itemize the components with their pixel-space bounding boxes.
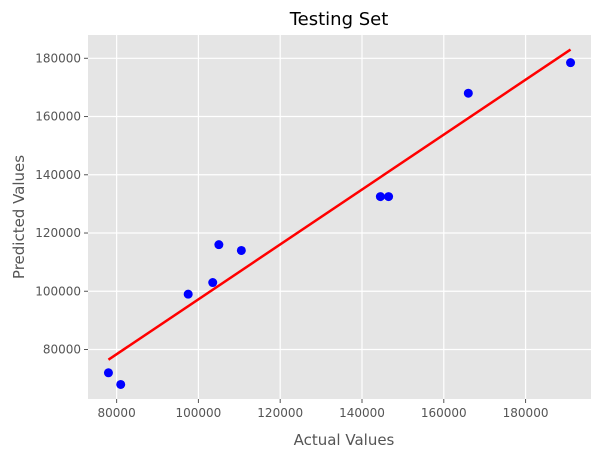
x-tick-label: 140000 [339,406,385,420]
data-point [183,289,193,299]
y-tick-label: 120000 [35,226,81,240]
y-tick-label: 160000 [35,110,81,124]
fit-line [107,48,572,361]
data-points [103,58,576,389]
y-tick-label: 180000 [35,51,81,65]
x-tick-label: 80000 [98,406,136,420]
y-axis-label: Predicted Values [10,155,28,279]
data-point [375,192,385,202]
data-point [103,368,113,378]
y-tick-labels: 80000 100000 120000 140000 160000 180000 [35,51,88,356]
data-point [236,245,246,255]
x-axis-label: Actual Values [294,431,395,449]
data-point [208,278,218,288]
data-point [566,58,576,68]
x-tick-label: 100000 [176,406,222,420]
grid [88,35,591,399]
x-tick-labels: 80000 100000 120000 140000 160000 180000 [98,399,549,420]
fit-line-group [107,48,572,361]
chart-title: Testing Set [289,9,389,30]
data-point [384,192,394,202]
plot-background [88,35,591,399]
x-tick-label: 120000 [257,406,303,420]
y-tick-label: 140000 [35,168,81,182]
data-point [214,240,224,250]
y-tick-label: 100000 [35,284,81,298]
x-tick-label: 160000 [421,406,467,420]
x-tick-label: 180000 [503,406,549,420]
data-point [463,88,473,98]
data-point [116,379,126,389]
y-tick-label: 80000 [43,342,81,356]
